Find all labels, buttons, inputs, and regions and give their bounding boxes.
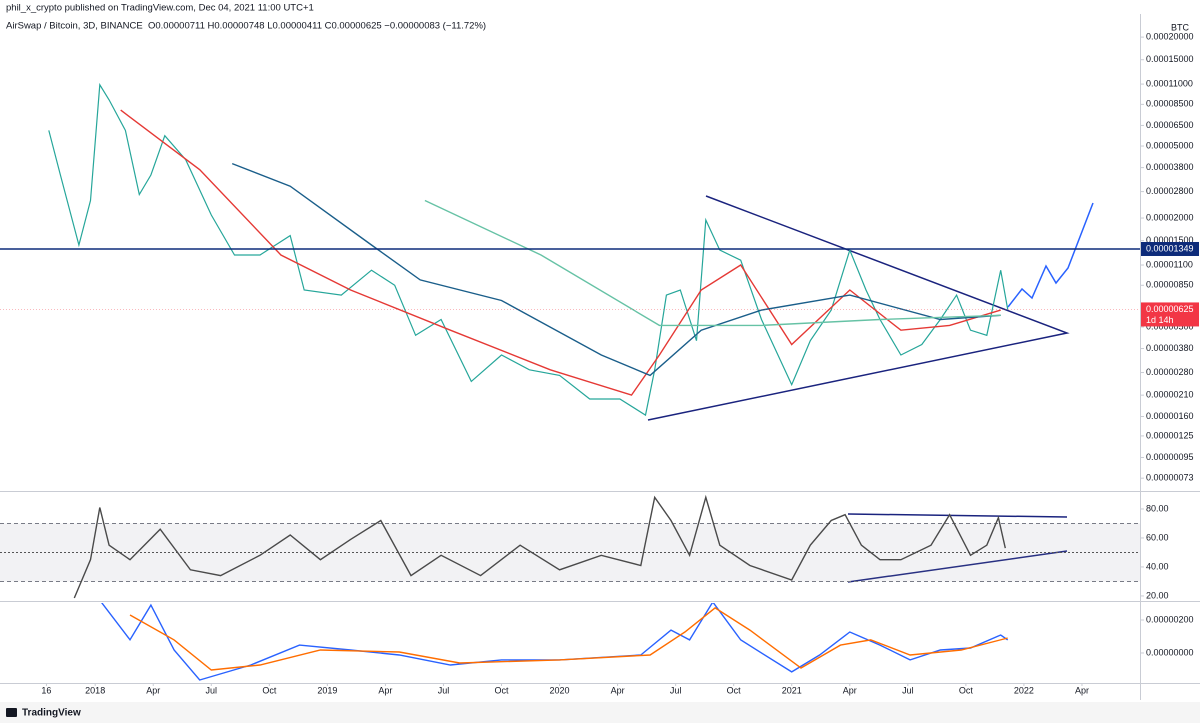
x-tick-label: Apr: [378, 685, 392, 695]
pane: [101, 603, 1009, 681]
y-tick-label: 0.00000000: [1146, 647, 1194, 657]
y-tick-label: 0.00000160: [1146, 411, 1194, 421]
x-tick-label: Oct: [727, 685, 742, 695]
y-tick-label: 0.00008500: [1146, 99, 1194, 109]
y-tick-label: 0.00020000: [1146, 31, 1194, 41]
y-tick-label: 0.00002800: [1146, 186, 1194, 196]
y-tick-label: 0.00001500: [1146, 235, 1194, 245]
level-label: 0.00001349: [1146, 243, 1194, 253]
y-tick-label: 80.00: [1146, 503, 1169, 513]
y-tick-label: 60.00: [1146, 532, 1169, 542]
y-tick-label: 0.00000280: [1146, 367, 1194, 377]
series-line: [129, 607, 1008, 671]
x-tick-label: Apr: [611, 685, 625, 695]
symbol: AirSwap / Bitcoin, 3D, BINANCE: [6, 21, 143, 32]
y-tick-label: 20.00: [1146, 590, 1169, 600]
y-tick-label: 0.00006500: [1146, 120, 1194, 130]
series-line: [424, 199, 1001, 327]
x-tick-label: Oct: [959, 685, 974, 695]
last-price-tag: [1141, 302, 1199, 327]
x-tick-label: Jul: [902, 685, 914, 695]
y-tick-label: 0.00000210: [1146, 390, 1194, 400]
x-tick-label: 2018: [85, 685, 105, 695]
y-tick-label: 0.00000095: [1146, 452, 1194, 462]
last-price-label: 0.00000625: [1146, 304, 1194, 314]
x-tick-label: 2019: [317, 685, 337, 695]
x-tick-label: Apr: [146, 685, 160, 695]
y-tick-label: 0.00003800: [1146, 162, 1194, 172]
drawings: [647, 195, 1094, 421]
pane: [0, 82, 1140, 417]
x-tick-label: Oct: [262, 685, 277, 695]
series-line: [120, 109, 1001, 396]
publisher: phil_x_crypto published on TradingView.c…: [6, 3, 314, 14]
y-tick-label: 0.00011000: [1146, 78, 1193, 88]
x-tick-label: 2022: [1014, 685, 1034, 695]
triangle: [647, 195, 1070, 421]
x-tick-label: Apr: [1075, 685, 1089, 695]
y-tick-label: 0.00001100: [1146, 259, 1193, 269]
x-tick-label: Jul: [438, 685, 450, 695]
brand-logo: [6, 708, 17, 717]
y-tick-label: 0.00005000: [1146, 140, 1194, 150]
currency: BTC: [1171, 22, 1190, 32]
series-line: [231, 162, 1001, 377]
ohlc: O0.00000711 H0.00000748 L0.00000411 C0.0…: [148, 21, 486, 32]
x-tick-label: 2021: [782, 685, 802, 695]
x-tick-label: Oct: [494, 685, 509, 695]
x-tick-label: Jul: [206, 685, 218, 695]
pane: [0, 494, 1140, 599]
x-tick-label: 2020: [550, 685, 570, 695]
y-tick-label: 40.00: [1146, 561, 1169, 571]
series-line: [48, 82, 1009, 417]
rsi-trendline: [847, 513, 1068, 518]
y-tick-label: 0.00002000: [1146, 212, 1194, 222]
y-tick-label: 0.00000125: [1146, 430, 1194, 440]
rsi-drawings: [847, 513, 1068, 583]
y-tick-label: 0.00000073: [1146, 473, 1194, 483]
footer-bar: [0, 702, 1200, 723]
series-line: [73, 494, 1006, 599]
series-line: [101, 603, 1009, 681]
y-tick-label: 0.00000850: [1146, 280, 1194, 290]
projection: [1007, 202, 1094, 308]
x-tick-label: Jul: [670, 685, 682, 695]
countdown: 1d 14h: [1146, 315, 1174, 325]
level-tag: [1141, 241, 1199, 256]
x-tick-label: 16: [41, 685, 51, 695]
y-tick-label: 0.00015000: [1146, 54, 1194, 64]
brand: TradingView: [22, 708, 81, 719]
y-tick-label: 0.00000380: [1146, 343, 1194, 353]
rsi-trendline: [847, 550, 1068, 583]
x-tick-label: Apr: [843, 685, 857, 695]
y-tick-label: 0.00000200: [1146, 614, 1194, 624]
